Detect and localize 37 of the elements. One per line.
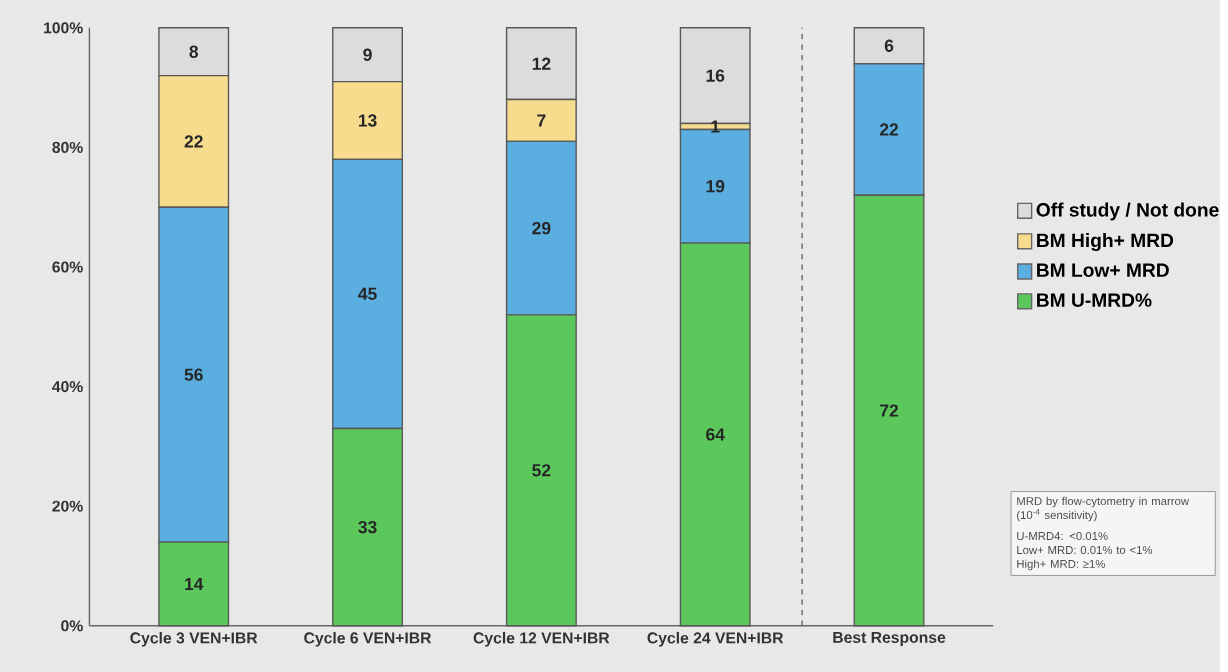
text: High+ MRD: ≥1% (1017, 559, 1106, 570)
legend-label: BM Low+ MRD (1037, 263, 1169, 277)
data-label: 22 (879, 123, 899, 136)
x-tick-label: Best Response (833, 631, 946, 646)
text: Low+ MRD: 0.01% to <1% (1017, 545, 1153, 554)
data-label: 16 (706, 69, 725, 82)
text: MRD by flow-cytometry in marrow (10$^{-4}$ sensitivity) (1017, 496, 1190, 522)
data-label: 19 (706, 179, 725, 193)
data-label: 13 (358, 114, 377, 127)
y-tick-label: 40% (52, 380, 83, 392)
data-label: 12 (532, 57, 551, 70)
data-label: 64 (706, 428, 725, 441)
x-tick-label: Cycle 3 VEN+IBR (130, 631, 258, 647)
legend-label: Off study / Not done (1036, 202, 1219, 221)
data-label: 8 (189, 45, 199, 58)
y-tick-label: 0% (61, 619, 83, 632)
data-label: 52 (532, 463, 551, 477)
data-label: 14 (185, 577, 204, 590)
data-label: 9 (363, 48, 372, 61)
data-label: 6 (884, 39, 894, 52)
data-label: 33 (358, 520, 377, 534)
data-label: 22 (184, 135, 203, 148)
legend-label: BM High+ MRD (1037, 232, 1174, 251)
data-label: 7 (537, 114, 546, 127)
y-tick-label: 20% (52, 500, 83, 512)
x-tick-label: Cycle 12 VEN+IBR (473, 631, 610, 647)
x-tick-label: Cycle 6 VEN+IBR (304, 631, 432, 647)
data-label: 56 (184, 368, 203, 381)
data-label: 29 (532, 221, 551, 235)
data-label: 72 (880, 404, 899, 417)
x-tick-label: Cycle 24 VEN+IBR (647, 631, 784, 647)
legend-label: BM U-MRD% (1037, 293, 1152, 307)
y-tick-label: 80% (52, 141, 83, 153)
data-label: 45 (358, 287, 377, 300)
y-tick-label: 60% (52, 261, 83, 273)
text: U-MRD4: <0.01% (1017, 531, 1108, 540)
y-tick-label: 100% (44, 22, 83, 34)
